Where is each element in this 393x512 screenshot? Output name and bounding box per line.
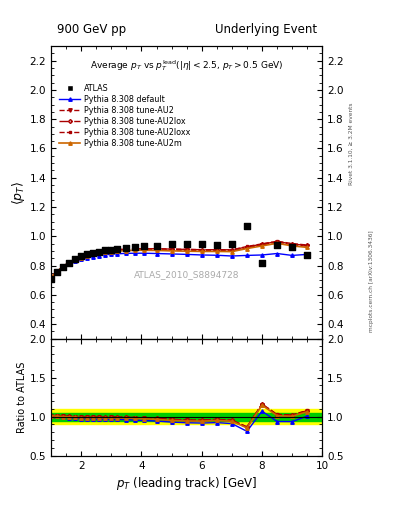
Point — [141, 242, 148, 250]
Text: Average $p_T$ vs $p_T^{\rm lead}$($|\eta| < 2.5$, $p_T > 0.5$ GeV): Average $p_T$ vs $p_T^{\rm lead}$($|\eta… — [90, 58, 283, 73]
Text: 900 GeV pp: 900 GeV pp — [57, 23, 126, 36]
Legend: ATLAS, Pythia 8.308 default, Pythia 8.308 tune-AU2, Pythia 8.308 tune-AU2lox, Py: ATLAS, Pythia 8.308 default, Pythia 8.30… — [58, 82, 192, 150]
Point — [198, 240, 205, 248]
Point — [229, 240, 235, 248]
Point — [214, 241, 220, 249]
Point — [274, 241, 280, 249]
Point — [102, 246, 108, 254]
Point — [96, 247, 103, 255]
Point — [66, 259, 72, 267]
Point — [184, 240, 190, 248]
Point — [132, 243, 139, 251]
Text: Rivet 3.1.10, ≥ 3.2M events: Rivet 3.1.10, ≥ 3.2M events — [349, 102, 354, 185]
Point — [72, 255, 78, 263]
Y-axis label: Ratio to ATLAS: Ratio to ATLAS — [17, 361, 27, 433]
Point — [54, 268, 60, 276]
Point — [108, 246, 114, 254]
Point — [48, 274, 54, 283]
Point — [289, 243, 295, 251]
Point — [153, 242, 160, 250]
Point — [244, 222, 250, 230]
Bar — [51, 409, 322, 424]
Point — [90, 249, 96, 257]
Point — [123, 244, 130, 252]
Point — [60, 263, 66, 271]
Point — [169, 240, 175, 248]
Bar — [51, 413, 322, 420]
Point — [84, 250, 90, 259]
Text: Underlying Event: Underlying Event — [215, 23, 317, 36]
Text: mcplots.cern.ch [arXiv:1306.3436]: mcplots.cern.ch [arXiv:1306.3436] — [369, 231, 374, 332]
Text: ATLAS_2010_S8894728: ATLAS_2010_S8894728 — [134, 270, 239, 279]
Point — [114, 245, 121, 253]
Point — [259, 259, 265, 267]
Point — [304, 251, 310, 260]
Point — [78, 252, 84, 260]
Y-axis label: $\langle p_T \rangle$: $\langle p_T \rangle$ — [10, 180, 27, 204]
X-axis label: $p_T$ (leading track) [GeV]: $p_T$ (leading track) [GeV] — [116, 475, 257, 492]
